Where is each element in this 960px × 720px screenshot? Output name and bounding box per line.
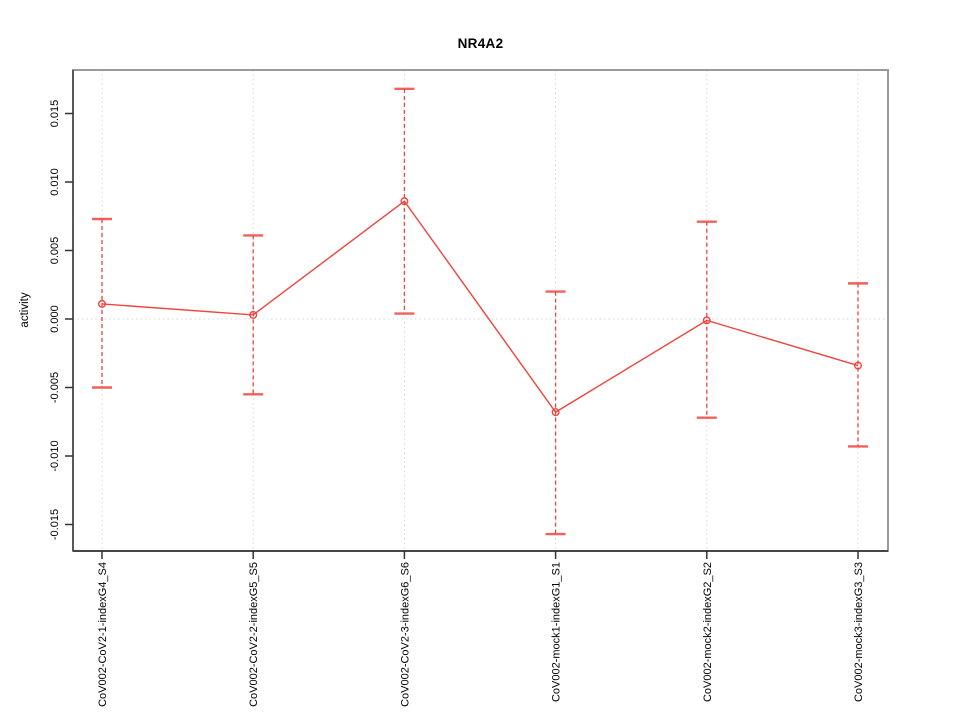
chart-title: NR4A2 xyxy=(457,36,504,51)
y-tick-label: 0.015 xyxy=(49,100,61,128)
y-tick-label: 0.005 xyxy=(49,237,61,265)
y-tick-label: 0.010 xyxy=(49,168,61,196)
data-point xyxy=(97,299,106,308)
y-axis-label: activity xyxy=(19,292,31,328)
data-point xyxy=(551,408,560,417)
data-point xyxy=(249,310,258,319)
x-category-label: CoV002-CoV2-2-indexG5_S5 xyxy=(248,562,260,707)
data-point xyxy=(702,316,711,325)
x-category-label: CoV002-CoV2-1-indexG4_S4 xyxy=(97,562,109,707)
y-tick-label: 0.000 xyxy=(49,305,61,333)
y-tick-label: -0.015 xyxy=(49,509,61,540)
y-tick-label: -0.005 xyxy=(49,372,61,403)
y-tick-label: -0.010 xyxy=(49,440,61,471)
data-point xyxy=(400,197,409,206)
series-line xyxy=(101,200,859,414)
x-category-label: CoV002-mock1-indexG1_S1 xyxy=(551,562,563,702)
x-category-label: CoV002-CoV2-3-indexG6_S6 xyxy=(399,562,411,707)
data-point xyxy=(854,361,863,370)
x-category-label: CoV002-mock2-indexG2_S2 xyxy=(702,562,714,702)
x-category-label: CoV002-mock3-indexG3_S3 xyxy=(853,562,865,702)
